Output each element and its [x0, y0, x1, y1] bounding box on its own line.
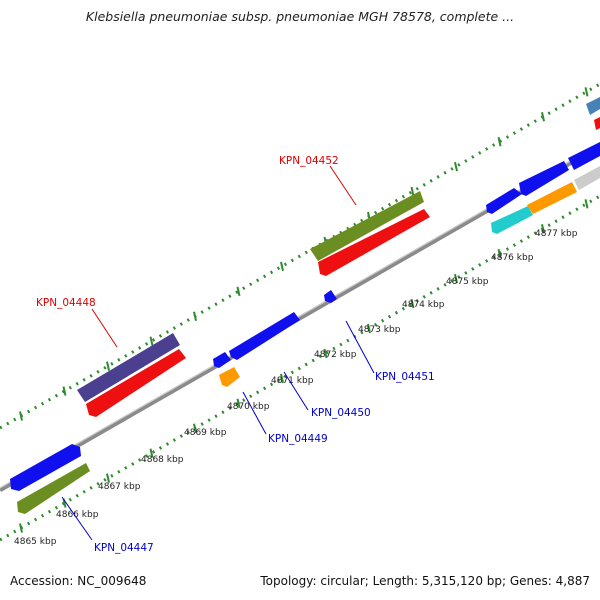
major-tick-outer	[410, 186, 415, 197]
gene-label-kpn04450[interactable]: KPN_04450	[311, 407, 371, 419]
major-tick-inner	[410, 298, 415, 309]
cds-green-kpn04452[interactable]	[310, 191, 424, 261]
major-tick-inner	[323, 348, 328, 359]
major-tick-outer	[62, 386, 67, 396]
major-tick-inner	[106, 473, 110, 483]
tick-label-4870: 4870 kbp	[227, 402, 270, 412]
tick-label-4877: 4877 kbp	[535, 229, 578, 239]
scale-tick-labels: 4865 kbp 4866 kbp 4867 kbp 4868 kbp 4869…	[14, 229, 578, 547]
major-tick-inner	[149, 448, 154, 458]
dotted-track-inner	[0, 194, 600, 542]
major-tick-inner	[236, 398, 241, 409]
major-tick-inner	[497, 248, 502, 259]
cds-steel-4878[interactable]	[586, 97, 600, 115]
major-tick-inner	[367, 323, 371, 334]
tick-label-4872: 4872 kbp	[314, 350, 357, 360]
gene-label-kpn04452[interactable]: KPN_04452	[279, 155, 339, 167]
tick-label-4873: 4873 kbp	[358, 325, 401, 335]
major-tick-outer	[149, 336, 154, 346]
cds-blue-small-4870[interactable]	[213, 352, 231, 368]
gene-labels: KPN_04447 KPN_04448 KPN_04449 KPN_04450 …	[36, 155, 435, 554]
gene-features	[10, 97, 600, 514]
tick-label-4867: 4867 kbp	[98, 482, 141, 492]
major-tick-outer	[280, 261, 284, 272]
map-title: Klebsiella pneumoniae subsp. pneumoniae …	[85, 9, 515, 24]
major-tick-outer	[497, 136, 502, 147]
cds-purple-kpn04448[interactable]	[77, 333, 180, 402]
cds-blue-4876a[interactable]	[486, 188, 522, 214]
cds-orange-kpn04449[interactable]	[219, 367, 240, 387]
cds-blue-4871[interactable]	[229, 312, 300, 360]
major-tick-outer	[236, 286, 241, 297]
major-tick-outer	[454, 161, 458, 172]
cds-blue-small-kpn04451[interactable]	[324, 290, 337, 303]
cds-red-kpn04452[interactable]	[318, 209, 430, 276]
major-tick-outer	[193, 311, 197, 321]
major-tick-outer	[19, 411, 23, 421]
gene-label-leaders-red	[91, 165, 357, 348]
tick-label-4868: 4868 kbp	[141, 455, 184, 465]
cds-blue-4876b[interactable]	[519, 161, 569, 196]
cds-red-kpn04448[interactable]	[86, 349, 186, 417]
tick-label-4876: 4876 kbp	[491, 253, 534, 263]
gene-label-kpn04449[interactable]: KPN_04449	[268, 433, 328, 445]
major-tick-inner	[280, 373, 284, 384]
gene-label-kpn04451[interactable]: KPN_04451	[375, 371, 435, 383]
gene-label-kpn04447[interactable]: KPN_04447	[94, 542, 154, 554]
major-tick-inner	[541, 224, 545, 234]
cds-orange-4877[interactable]	[527, 182, 577, 214]
major-tick-inner	[584, 199, 589, 209]
cds-cyan-4876[interactable]	[491, 206, 533, 234]
major-tick-inner	[19, 523, 23, 533]
tick-label-4869: 4869 kbp	[184, 428, 227, 438]
major-tick-inner	[454, 273, 458, 284]
cds-blue-4877[interactable]	[568, 142, 600, 170]
cds-red-4878[interactable]	[594, 117, 600, 130]
gene-label-kpn04448[interactable]: KPN_04448	[36, 297, 96, 309]
cds-grey-4877[interactable]	[574, 166, 600, 190]
tick-label-4871: 4871 kbp	[271, 376, 314, 386]
major-tick-outer	[584, 87, 589, 97]
major-tick-inner	[193, 423, 197, 433]
major-tick-outer	[541, 112, 545, 122]
scale-ticks	[19, 87, 589, 533]
tick-label-4865: 4865 kbp	[14, 537, 57, 547]
tick-label-4874: 4874 kbp	[402, 300, 445, 310]
cds-blue-4866[interactable]	[10, 444, 81, 491]
tick-label-4866: 4866 kbp	[56, 510, 99, 520]
major-tick-outer	[106, 361, 110, 371]
accession-text: Accession: NC_009648	[10, 574, 147, 588]
cds-green-4866[interactable]	[17, 463, 90, 514]
tick-label-4875: 4875 kbp	[446, 277, 489, 287]
genome-summary-text: Topology: circular; Length: 5,315,120 bp…	[260, 574, 590, 588]
gene-label-leaders	[61, 320, 375, 541]
